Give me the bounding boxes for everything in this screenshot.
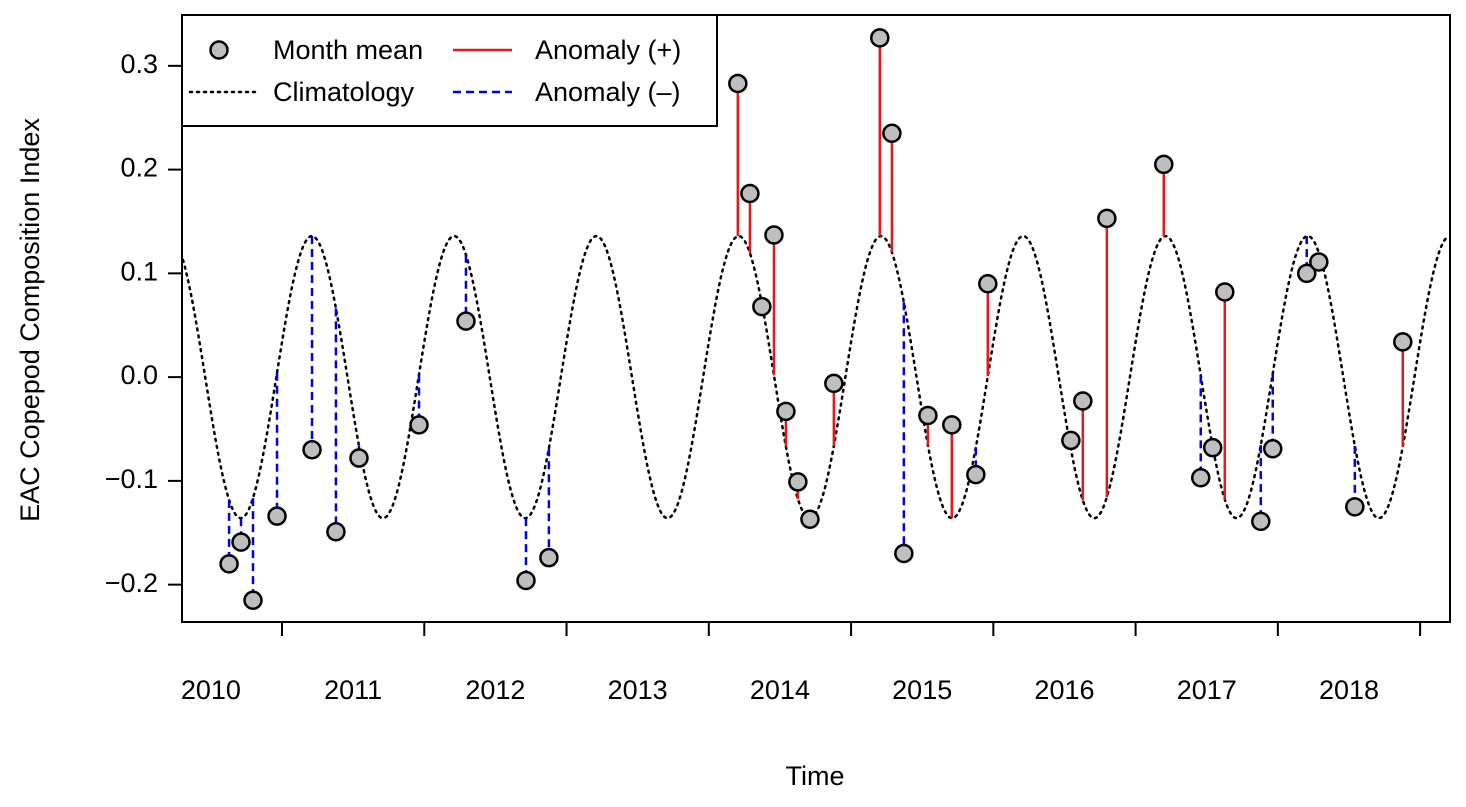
month-mean-point xyxy=(978,273,998,294)
legend-label: Anomaly (–) xyxy=(535,77,681,107)
x-tick-label: 2014 xyxy=(750,675,810,705)
legend-label: Anomaly (+) xyxy=(535,35,681,65)
month-mean-point xyxy=(1296,263,1317,284)
month-mean-point xyxy=(516,570,536,591)
month-mean-point xyxy=(728,73,748,94)
x-axis-label: Time xyxy=(786,761,845,791)
y-axis-label: EAC Copepod Composition Index xyxy=(15,118,45,522)
month-mean-point xyxy=(1309,252,1329,272)
x-tick-label: 2011 xyxy=(324,675,382,705)
month-mean-point xyxy=(267,506,287,526)
x-tick-label: 2015 xyxy=(892,675,952,705)
month-mean-point xyxy=(870,28,890,48)
month-mean-point xyxy=(1345,497,1365,517)
y-tick-label: 0.1 xyxy=(120,256,158,286)
month-mean-point xyxy=(1202,437,1223,458)
month-mean-point xyxy=(231,532,251,552)
x-tick-label: 2010 xyxy=(181,675,241,705)
month-mean-point xyxy=(1061,430,1081,451)
legend-symbol xyxy=(209,40,229,60)
month-mean-point xyxy=(800,509,820,530)
month-mean-point xyxy=(918,405,938,426)
month-mean-point xyxy=(776,401,796,422)
y-tick-label: −0.1 xyxy=(105,464,158,494)
month-mean-point xyxy=(1073,391,1093,411)
plot-frame xyxy=(181,14,1451,623)
y-tick-label: −0.2 xyxy=(105,568,158,598)
month-mean-point xyxy=(788,472,808,492)
month-mean-point xyxy=(1191,468,1211,488)
month-mean-point xyxy=(882,123,902,144)
x-tick-label: 2013 xyxy=(608,675,668,705)
month-mean-point xyxy=(740,183,760,204)
x-tick-label: 2016 xyxy=(1034,675,1094,705)
month-mean-point xyxy=(456,311,476,331)
month-mean-point xyxy=(1154,154,1174,175)
month-mean-point xyxy=(1393,332,1413,352)
month-mean-point xyxy=(326,521,346,542)
month-mean-point xyxy=(409,415,429,435)
climatology-line xyxy=(181,234,1451,520)
y-tick-label: 0.2 xyxy=(120,153,158,183)
month-mean-point xyxy=(302,440,322,460)
x-tick-label: 2012 xyxy=(465,675,525,705)
legend-label: Month mean xyxy=(273,35,423,65)
month-mean-point xyxy=(219,554,239,574)
legend-box xyxy=(181,14,718,127)
y-tick-label: 0.0 xyxy=(120,360,158,390)
month-mean-point xyxy=(942,415,962,435)
y-tick-label: 0.3 xyxy=(120,49,158,79)
month-mean-point xyxy=(539,547,559,568)
month-mean-point xyxy=(1097,208,1117,229)
x-tick-label: 2017 xyxy=(1177,675,1237,705)
month-mean-point xyxy=(1251,511,1271,532)
month-mean-point xyxy=(824,373,844,394)
month-mean-point xyxy=(894,543,914,564)
month-mean-point xyxy=(764,225,784,245)
month-mean-point xyxy=(966,464,986,485)
month-mean-point xyxy=(349,448,369,468)
month-mean-point xyxy=(1215,282,1235,302)
legend-label: Climatology xyxy=(273,77,415,107)
month-mean-point xyxy=(752,296,772,317)
month-mean-point xyxy=(1262,438,1283,459)
x-tick-label: 2018 xyxy=(1319,675,1379,705)
month-mean-point xyxy=(243,590,263,610)
